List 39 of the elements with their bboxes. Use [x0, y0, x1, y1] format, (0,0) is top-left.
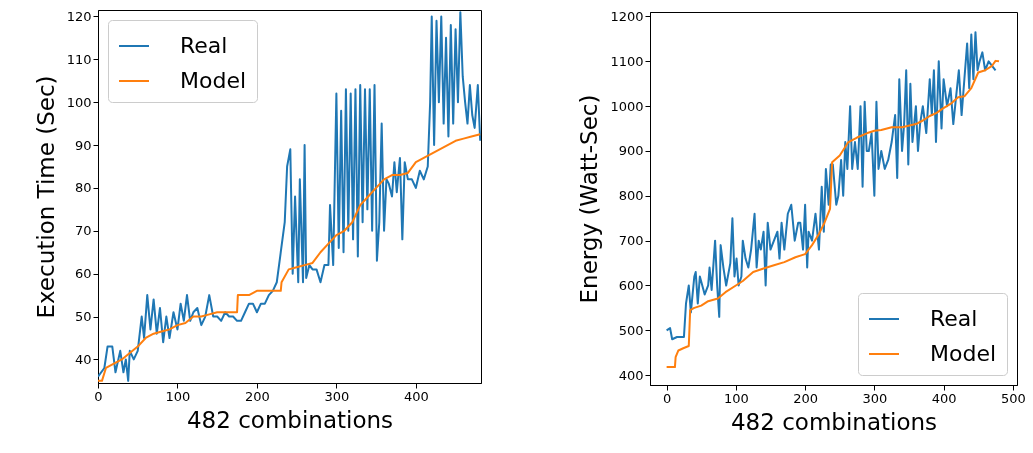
legend-label: Real: [180, 33, 228, 58]
x-tick-label: 0: [662, 390, 672, 406]
y-tick-label: 70: [74, 223, 92, 239]
x-tick-label: 300: [862, 390, 888, 406]
y-tick-label: 1100: [610, 53, 644, 69]
legend-label: Model: [930, 341, 997, 366]
x-tick-label: 100: [723, 390, 749, 406]
y-tick-label: 800: [618, 188, 644, 204]
x-tick-label: 400: [403, 388, 429, 404]
x-tick-label: 500: [1000, 390, 1026, 406]
y-tick-label: 80: [74, 180, 92, 196]
x-tick-label: 200: [245, 388, 270, 404]
y-tick-label: 600: [618, 277, 644, 293]
legend-label: Real: [930, 306, 978, 331]
y-tick-label: 90: [74, 137, 92, 153]
y-axis-title: Execution Time (Sec): [32, 75, 59, 319]
x-tick-label: 100: [165, 388, 191, 404]
y-tick-label: 500: [618, 322, 644, 338]
x-tick-label: 300: [324, 388, 350, 404]
y-tick-label: 400: [618, 367, 644, 383]
line-series: [665, 59, 1000, 369]
y-tick-label: 700: [618, 233, 644, 249]
y-tick-label: 1200: [610, 8, 644, 24]
x-axis-title: 482 combinations: [730, 408, 938, 435]
y-tick-label: 50: [74, 309, 92, 325]
x-tick-label: 200: [793, 390, 819, 406]
y-tick-label: 60: [74, 266, 92, 282]
y-tick-label: 40: [74, 351, 92, 367]
legend-label: Model: [180, 68, 247, 93]
x-tick-label: 0: [94, 388, 103, 404]
y-tick-label: 120: [66, 8, 92, 24]
y-tick-label: 100: [66, 94, 92, 110]
y-axis-title: Energy (Watt-Sec): [576, 94, 603, 304]
y-tick-label: 110: [66, 51, 92, 67]
y-tick-label: 1000: [610, 98, 644, 114]
y-tick-label: 900: [618, 143, 644, 159]
x-axis-title: 482 combinations: [186, 406, 394, 433]
x-tick-label: 400: [931, 390, 957, 406]
line-series: [665, 31, 997, 341]
